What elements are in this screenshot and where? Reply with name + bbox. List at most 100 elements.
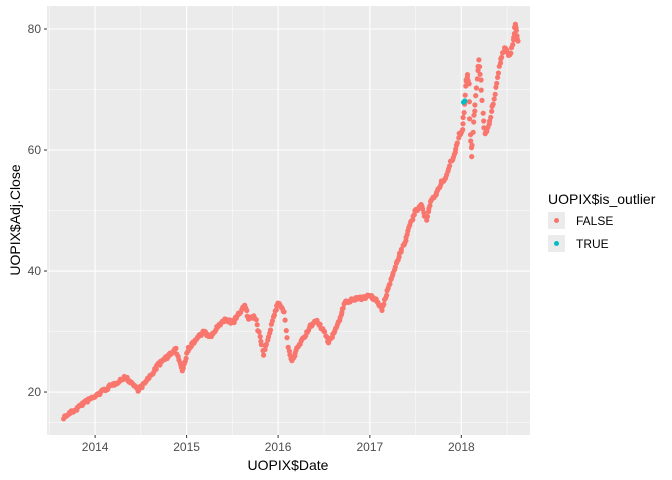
data-point-false xyxy=(473,85,479,91)
data-point-false xyxy=(256,329,262,335)
data-point-false xyxy=(481,118,487,124)
plot-panel xyxy=(47,6,530,435)
x-axis-ticks: 2014 2015 2016 2017 2018 xyxy=(82,435,475,454)
data-point-false xyxy=(471,112,477,118)
data-point-false xyxy=(411,211,417,218)
data-point-false xyxy=(515,38,521,44)
data-point-false xyxy=(494,80,500,86)
data-point-false xyxy=(468,138,474,144)
data-point-false xyxy=(263,341,269,347)
data-point-false xyxy=(322,329,328,335)
data-point-false xyxy=(424,213,431,220)
data-point-false xyxy=(478,87,484,93)
data-point-false xyxy=(466,99,472,105)
legend-label-true: TRUE xyxy=(576,237,609,251)
x-tick-label: 2018 xyxy=(448,440,475,454)
legend: UOPIX$is_outlier FALSE TRUE xyxy=(548,191,656,252)
x-tick-label: 2014 xyxy=(82,440,109,454)
data-point-false xyxy=(476,57,482,63)
data-point-false xyxy=(317,321,323,327)
data-point-false xyxy=(478,77,484,83)
data-point-false xyxy=(499,54,505,60)
data-point-false xyxy=(257,334,263,340)
data-point-false xyxy=(267,327,274,333)
y-tick-label: 20 xyxy=(28,385,42,399)
data-point-false xyxy=(384,292,390,298)
data-point-false xyxy=(472,108,478,114)
data-point-false xyxy=(271,312,277,318)
y-tick-label: 60 xyxy=(28,143,42,157)
data-point-false xyxy=(462,92,468,98)
data-point-false xyxy=(460,121,466,127)
x-tick-label: 2015 xyxy=(173,440,200,454)
data-point-false xyxy=(477,71,483,77)
data-point-true xyxy=(462,98,468,104)
data-point-false xyxy=(479,97,485,103)
data-point-false xyxy=(490,101,496,107)
data-point-false xyxy=(244,307,250,314)
minor-gridlines xyxy=(47,6,530,435)
data-point-false xyxy=(481,125,487,131)
data-point-false xyxy=(454,140,460,146)
data-point-false xyxy=(379,307,385,313)
major-gridlines xyxy=(47,6,530,435)
data-point-false xyxy=(460,114,466,121)
data-point-false xyxy=(484,128,490,134)
y-tick-label: 80 xyxy=(28,22,42,36)
data-point-false xyxy=(254,322,260,328)
data-point-false xyxy=(477,64,483,70)
data-point-false xyxy=(469,154,475,160)
legend-title: UOPIX$is_outlier xyxy=(548,191,656,207)
data-point-false xyxy=(510,42,516,48)
data-point-false xyxy=(492,91,498,97)
data-point-false xyxy=(471,119,477,125)
data-point-false xyxy=(340,305,346,311)
data-point-false xyxy=(495,70,501,76)
data-point-false xyxy=(261,352,267,358)
data-point-false xyxy=(392,264,398,270)
data-point-false xyxy=(398,246,404,252)
data-point-false xyxy=(466,81,472,87)
data-point-false xyxy=(473,93,479,99)
data-point-false xyxy=(281,309,287,315)
data-point-false xyxy=(283,328,289,334)
data-point-false xyxy=(427,203,433,209)
data-point-false xyxy=(183,355,189,361)
data-point-false xyxy=(282,317,288,323)
data-point-false xyxy=(387,281,393,287)
series-false-points xyxy=(61,21,521,422)
data-point-false xyxy=(513,27,520,34)
data-point-false xyxy=(495,74,501,80)
data-point-false xyxy=(472,102,478,108)
x-axis-title: UOPIX$Date xyxy=(248,457,329,473)
data-point-false xyxy=(480,110,486,116)
series-true-points xyxy=(460,98,468,105)
data-point-false xyxy=(493,84,499,90)
data-point-false xyxy=(253,317,259,323)
legend-label-false: FALSE xyxy=(576,214,613,228)
data-point-false xyxy=(467,116,473,122)
legend-dot-true xyxy=(554,241,559,246)
x-tick-label: 2017 xyxy=(356,440,383,454)
data-point-false xyxy=(173,345,179,351)
data-point-false xyxy=(488,114,494,120)
data-point-false xyxy=(508,50,514,56)
data-point-false xyxy=(447,163,453,169)
y-axis-title: UOPIX$Adj.Close xyxy=(7,164,23,275)
data-point-false xyxy=(284,335,290,341)
y-axis-ticks: 20 40 60 80 xyxy=(28,22,47,399)
data-point-false xyxy=(497,60,504,66)
data-point-false xyxy=(470,129,476,135)
data-point-false xyxy=(273,307,279,313)
data-point-false xyxy=(461,110,467,116)
data-point-false xyxy=(460,127,466,133)
data-point-false xyxy=(381,301,387,307)
data-point-false xyxy=(469,142,475,148)
data-point-false xyxy=(489,108,495,114)
x-tick-label: 2016 xyxy=(265,440,292,454)
data-point-false xyxy=(269,318,275,324)
data-point-false xyxy=(491,96,497,102)
legend-dot-false xyxy=(554,218,559,223)
y-tick-label: 40 xyxy=(28,264,42,278)
